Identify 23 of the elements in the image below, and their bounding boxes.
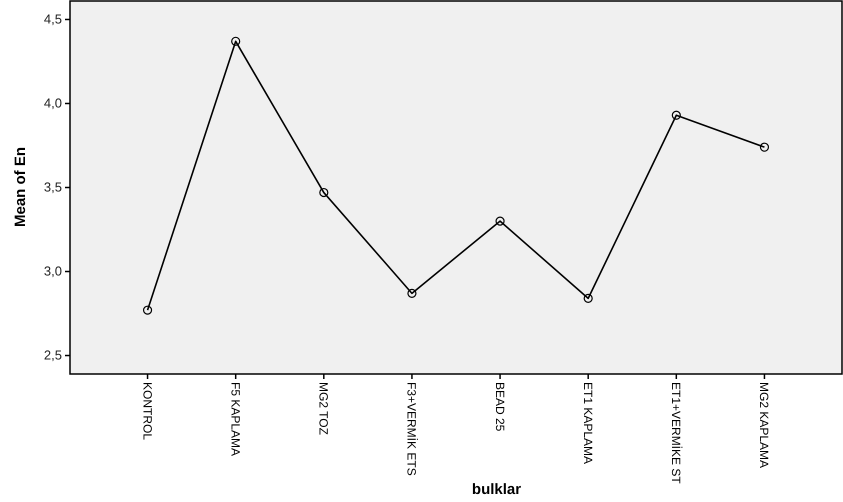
point (760, 142, 770, 152)
y-axis-title: Mean of En (12, 146, 29, 228)
y-tick-label: 3,0 (44, 264, 62, 279)
point (495, 216, 505, 226)
x-tick-label: BEAD 25 (492, 382, 507, 432)
y-tick-label: 4,0 (44, 96, 62, 111)
x-tick-label: MG2 TOZ (316, 382, 331, 435)
x-tick-label: F5 KAPLAMA (228, 382, 242, 456)
x-tick-label: ET1+VERMİKE ST (669, 382, 684, 484)
point (231, 36, 240, 46)
x-tick-label: MG2 KAPLAMA (757, 382, 772, 468)
point (407, 288, 417, 298)
y-tick-label: 3,5 (44, 180, 62, 195)
y-tick-label: 4,5 (44, 12, 62, 27)
point (142, 306, 152, 315)
x-tick-label: KONTROL (140, 382, 154, 440)
x-tick-label: F3+VERMİK ETS (404, 382, 419, 476)
point (672, 110, 681, 120)
x-axis-title: bulklar (472, 481, 522, 498)
point (584, 294, 593, 303)
point (319, 188, 328, 198)
y-tick-label: 2,5 (44, 348, 62, 363)
x-tick-label: ET1 KAPLAMA (580, 382, 595, 464)
